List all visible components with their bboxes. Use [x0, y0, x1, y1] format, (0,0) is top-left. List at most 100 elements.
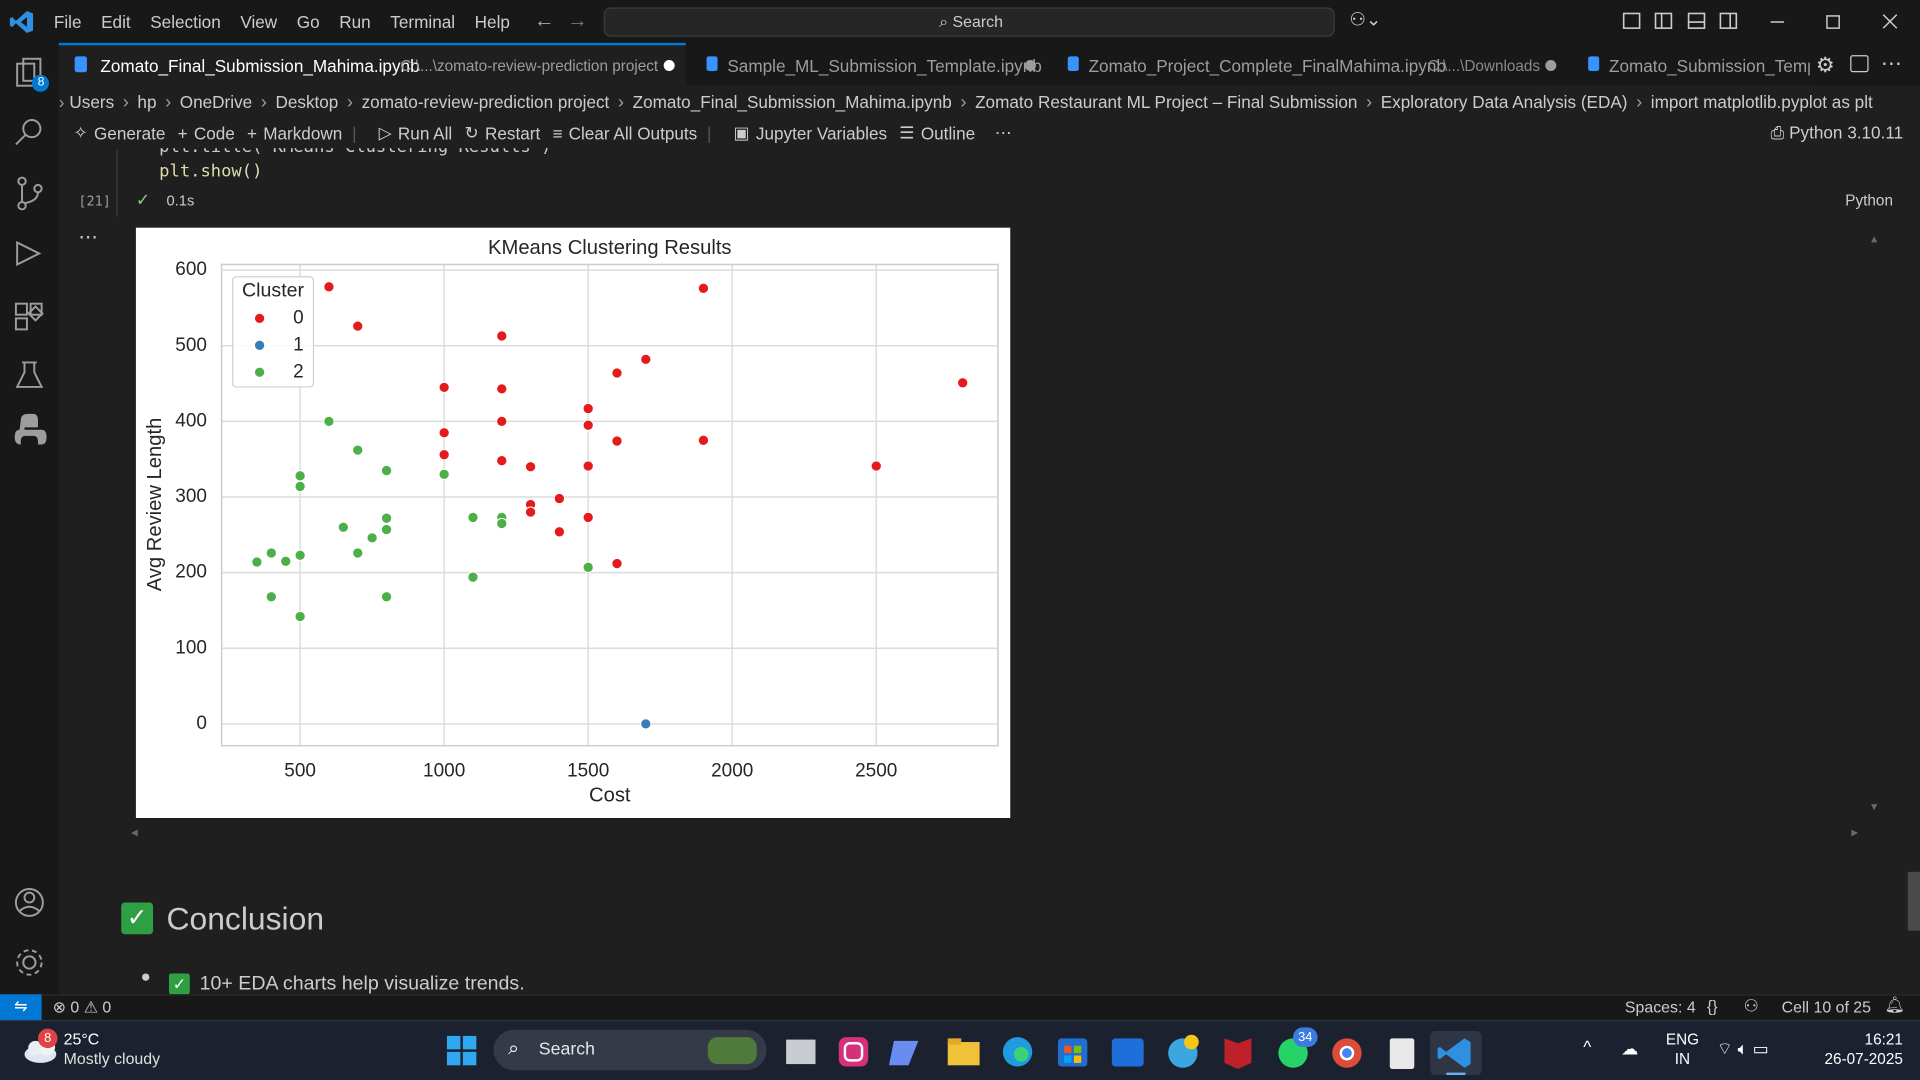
markdown-bullet: 10+ EDA charts help visualize trends.: [199, 973, 525, 995]
breadcrumb-separator: ›: [346, 91, 354, 113]
menu-item[interactable]: Terminal: [390, 12, 456, 32]
toolbar-button[interactable]: Code: [193, 123, 235, 143]
toolbar-button[interactable]: Outline: [920, 123, 976, 143]
menu-item[interactable]: View: [240, 12, 278, 32]
breadcrumb[interactable]: Desktop: [275, 91, 339, 112]
remote-indicator[interactable]: ⇋: [0, 994, 42, 1021]
tab-title[interactable]: Sample_ML_Submission_Template.ipynb: [727, 56, 1042, 76]
breadcrumb[interactable]: Exploratory Data Analysis (EDA): [1380, 91, 1628, 112]
data-point: [380, 512, 393, 524]
menu-item[interactable]: Go: [296, 12, 320, 32]
breadcrumb[interactable]: Zomato Restaurant ML Project – Final Sub…: [975, 91, 1358, 112]
legend-label: 1: [293, 334, 304, 355]
language-status[interactable]: {}: [1706, 996, 1718, 1016]
toolbar-more[interactable]: ⋯: [994, 122, 1012, 143]
breadcrumb[interactable]: OneDrive: [179, 91, 253, 112]
toolbar-icon: ▷: [378, 122, 392, 143]
search-icon: ⌕: [508, 1038, 520, 1060]
layout-controls[interactable]: [1621, 11, 1743, 32]
taskbar-apps[interactable]: [781, 1031, 1491, 1076]
tab-title[interactable]: Zomato_Project_Complete_FinalMahima.ipyn…: [1088, 56, 1446, 76]
more-actions[interactable]: ⋯: [1880, 51, 1902, 75]
toolbar-button[interactable]: Markdown: [263, 123, 343, 143]
x-tick-label: 2500: [855, 760, 897, 781]
tab-dirty-dot[interactable]: [1024, 60, 1036, 72]
data-point: [438, 381, 450, 393]
data-point: [496, 330, 508, 342]
breadcrumb[interactable]: import matplotlib.pyplot as plt: [1650, 91, 1873, 112]
scroll-up[interactable]: ▴: [1871, 232, 1878, 247]
data-point: [265, 591, 277, 603]
tab-title[interactable]: Zomato_Final_Submission_Mahima.ipynb: [100, 56, 420, 76]
problems-indicator[interactable]: ⊗ 0 ⚠ 0: [52, 997, 112, 1017]
output-menu[interactable]: ⋯: [78, 227, 98, 249]
tray-icon[interactable]: ☁: [1621, 1038, 1639, 1058]
toolbar-button[interactable]: Clear All Outputs: [568, 123, 698, 143]
breadcrumbs: › Users › hp › OneDrive › Desktop › zomato-review…: [59, 89, 1910, 113]
menu-item[interactable]: Selection: [150, 12, 221, 32]
toolbar-divider: |: [707, 123, 712, 143]
tab-active[interactable]: [58, 42, 686, 86]
input-language[interactable]: ENG: [1665, 1031, 1700, 1049]
menu-item[interactable]: Edit: [101, 12, 131, 32]
breadcrumb[interactable]: Users: [69, 91, 115, 112]
scroll-down[interactable]: ▾: [1871, 800, 1878, 815]
execution-count: [21]: [78, 193, 111, 210]
y-axis-label: Avg Review Length: [144, 418, 166, 592]
tray-overflow[interactable]: ^: [1583, 1037, 1592, 1057]
start-button[interactable]: [446, 1035, 478, 1067]
network-volume-battery[interactable]: ⌔ 🔈︎ ▭: [1716, 1038, 1769, 1058]
cell-language[interactable]: Python: [1845, 192, 1893, 210]
warning-count: 0: [102, 997, 112, 1017]
breadcrumb-separator: ›: [617, 91, 625, 113]
copilot-status[interactable]: ⚇: [1743, 995, 1760, 1016]
toolbar-button[interactable]: Restart: [484, 123, 541, 143]
success-check: ✓: [135, 189, 151, 210]
window-controls[interactable]: [1766, 11, 1908, 32]
toolbar-icon: ▣: [733, 122, 750, 143]
toolbar-button[interactable]: Generate: [93, 123, 166, 143]
command-center[interactable]: ⌕ Search: [603, 7, 1335, 37]
kernel-picker[interactable]: ⎙ Python 3.10.11: [1770, 122, 1904, 143]
toolbar-button[interactable]: Run All: [397, 123, 453, 143]
legend-box: [232, 276, 315, 388]
breadcrumb[interactable]: zomato-review-prediction project: [361, 91, 610, 112]
scroll-right[interactable]: ▸: [1851, 825, 1859, 841]
menu-item[interactable]: File: [53, 12, 82, 32]
tab-title[interactable]: Zomato_Submission_Templa: [1608, 56, 1810, 76]
tab-dirty-dot[interactable]: [1545, 60, 1557, 72]
indentation[interactable]: Spaces: 4: [1624, 997, 1696, 1017]
breadcrumb[interactable]: Zomato_Final_Submission_Mahima.ipynb: [632, 91, 952, 112]
toolbar-icon: +: [247, 123, 258, 143]
clock-time[interactable]: 16:21: [1864, 1031, 1903, 1049]
scroll-left[interactable]: ◂: [131, 825, 138, 841]
search-highlight: [707, 1037, 757, 1065]
data-point: [251, 556, 263, 568]
tab-dirty-dot[interactable]: [663, 60, 675, 72]
notebook-icon: [1588, 56, 1600, 72]
split-editor[interactable]: [1850, 55, 1869, 73]
nav-back[interactable]: ←: [533, 8, 555, 32]
menu-item[interactable]: Help: [474, 12, 510, 32]
y-tick-label: 400: [175, 410, 207, 431]
legend-label: 2: [293, 361, 304, 382]
data-point: [496, 415, 508, 428]
data-point: [640, 718, 652, 730]
input-region[interactable]: IN: [1674, 1050, 1691, 1068]
copilot-button[interactable]: ⚇⌄: [1349, 9, 1382, 31]
menu-item[interactable]: Run: [339, 12, 371, 32]
cell-position[interactable]: Cell 10 of 25: [1781, 997, 1872, 1017]
toolbar-button[interactable]: Jupyter Variables: [755, 123, 888, 143]
settings-icon[interactable]: ⚙: [1815, 53, 1835, 78]
activity-icons[interactable]: [0, 49, 59, 992]
data-point: [582, 511, 594, 524]
scrollbar-thumb[interactable]: [1907, 871, 1920, 931]
taskbar-search[interactable]: ⌕ Search: [493, 1029, 767, 1071]
data-point: [697, 282, 710, 294]
notifications[interactable]: 🔔︎: [1884, 995, 1905, 1014]
nav-forward[interactable]: →: [566, 8, 588, 32]
clock-date[interactable]: 26-07-2025: [1824, 1050, 1903, 1068]
breadcrumb[interactable]: hp: [137, 91, 157, 112]
